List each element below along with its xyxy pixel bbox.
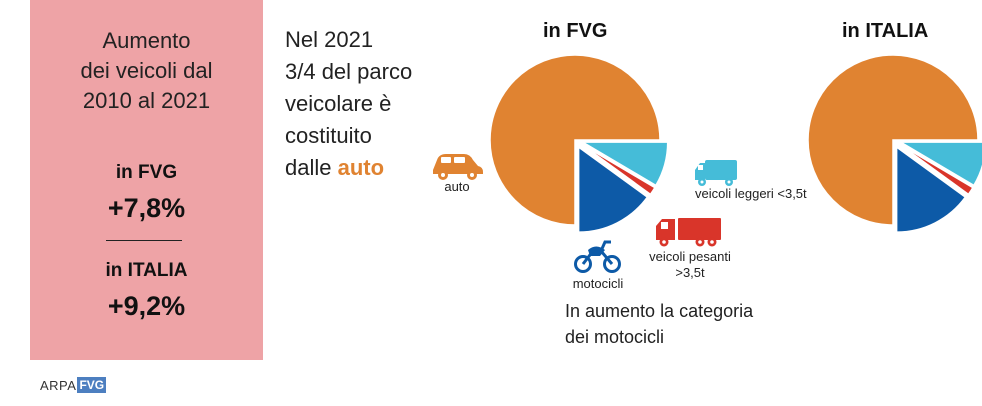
pie-slice-veicoli-leggeri xyxy=(897,141,982,187)
note: In aumento la categoria dei motocicli xyxy=(565,298,753,350)
pie-fvg xyxy=(489,54,669,233)
summary-panel: Aumento dei veicoli dal 2010 al 2021 in … xyxy=(30,0,263,360)
logo-fvg-text: FVG xyxy=(77,377,107,393)
headline-line: dalle auto xyxy=(285,152,412,184)
headline-line: veicolare è xyxy=(285,91,392,116)
headline-accent: auto xyxy=(337,155,385,180)
fvg-label: in FVG xyxy=(115,162,178,183)
pie-slice-veicoli-pesanti xyxy=(581,143,656,196)
car-icon xyxy=(433,154,483,180)
truck-icon xyxy=(656,218,721,247)
chart-title-fvg: in FVG xyxy=(543,20,608,42)
chart-title-italia: in ITALIA xyxy=(842,20,929,42)
panel-title: Aumento dei veicoli dal 2010 al 2021 xyxy=(30,26,263,116)
italia-label: in ITALIA xyxy=(105,260,188,281)
divider xyxy=(106,240,182,241)
headline-line: costituito xyxy=(285,123,372,148)
label-motocicli: motocicli xyxy=(572,276,624,291)
note-line: In aumento la categoria xyxy=(565,301,754,321)
pie-italia xyxy=(807,54,982,233)
van-icon xyxy=(695,160,737,186)
pie-slice-motocicli xyxy=(577,145,649,233)
headline-prefix: dalle xyxy=(285,155,338,180)
label-pesanti-line1: veicoli pesanti xyxy=(649,249,731,264)
label-pesanti-line2: >3,5t xyxy=(675,265,705,280)
headline-line: Nel 2021 xyxy=(285,27,374,52)
headline: Nel 2021 3/4 del parco veicolare è costi… xyxy=(285,24,412,184)
label-veicoli-leggeri: veicoli leggeri <3,5t xyxy=(695,186,807,201)
italia-value: +9,2% xyxy=(107,291,186,321)
pie-slice-veicoli-leggeri xyxy=(579,141,669,187)
label-auto: auto xyxy=(444,179,470,194)
panel-title-line: Aumento xyxy=(102,28,191,53)
pie-slice-veicoli-pesanti xyxy=(899,143,974,196)
panel-title-line: 2010 al 2021 xyxy=(82,88,211,113)
logo-arpa-text: ARPA xyxy=(40,378,77,393)
arpa-logo: ARPA FVG xyxy=(40,375,107,393)
label-veicoli-pesanti: veicoli pesanti >3,5t xyxy=(640,249,740,281)
panel-title-line: dei veicoli dal xyxy=(80,58,213,83)
motorcycle-icon xyxy=(574,240,621,273)
pie-slice-auto xyxy=(489,54,661,226)
headline-line: 3/4 del parco xyxy=(285,59,413,84)
pie-slice-motocicli xyxy=(895,145,967,233)
note-line: dei motocicli xyxy=(565,327,665,347)
fvg-value: +7,8% xyxy=(107,193,186,223)
pie-slice-auto xyxy=(807,54,979,226)
